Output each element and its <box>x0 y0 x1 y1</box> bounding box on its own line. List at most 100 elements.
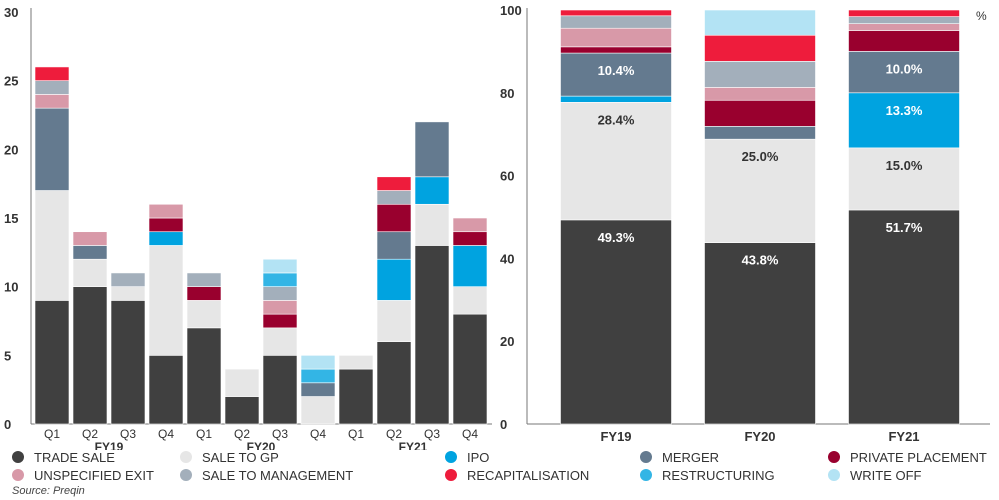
x-tick-label: FY20 <box>744 429 775 444</box>
bar-segment-trade-sale <box>186 327 222 425</box>
bar-segment-ipo <box>148 231 184 246</box>
x-tick-label: Q4 <box>462 427 478 441</box>
legend-label: RECAPITALISATION <box>467 467 590 483</box>
legend-item-recapitalisation: RECAPITALISATION <box>445 466 589 484</box>
legend-label: WRITE OFF <box>850 467 922 483</box>
bar-segment-sale-to-management <box>376 190 412 205</box>
bar-segment-private-placement <box>704 99 816 127</box>
unit-label: % <box>976 9 987 23</box>
bar-segment-sale-to-gp <box>414 203 450 246</box>
legend-item-write-off: WRITE OFF <box>828 466 922 484</box>
bar-segment-restructuring <box>300 368 336 384</box>
x-group-label: FY20 <box>247 440 276 450</box>
bar-segment-sale-to-management <box>110 272 146 287</box>
legend-label: SALE TO MANAGEMENT <box>202 467 354 483</box>
y-tick-label: 20 <box>500 334 514 349</box>
legend-swatch-icon <box>180 451 192 463</box>
data-label: 13.3% <box>886 103 923 118</box>
bar-segment-merger <box>704 126 816 140</box>
legend-swatch-icon <box>828 469 840 481</box>
legend-item-unspecified-exit: UNSPECIFIED EXIT <box>12 466 154 484</box>
legend-item-restructuring: RESTRUCTURING <box>640 466 775 484</box>
bar-segment-private-placement <box>560 46 672 54</box>
bar-segment-merger <box>414 121 450 178</box>
x-tick-label: Q2 <box>82 427 98 441</box>
data-label: 28.4% <box>598 112 635 127</box>
y-tick-label: 20 <box>4 142 18 157</box>
y-tick-label: 80 <box>500 86 514 101</box>
bar-segment-sale-to-gp <box>34 190 70 301</box>
bar-segment-unspecified-exit <box>148 203 184 219</box>
bar-segment-sale-to-gp <box>148 245 184 356</box>
x-tick-label: Q2 <box>234 427 250 441</box>
x-group-label: FY19 <box>95 440 124 450</box>
data-label: 49.3% <box>598 230 635 245</box>
bar-segment-private-placement <box>376 203 412 233</box>
data-label: 43.8% <box>742 253 779 268</box>
bar-segment-sale-to-management <box>186 272 222 287</box>
bar-segment-unspecified-exit <box>848 23 960 32</box>
legend-swatch-icon <box>445 469 457 481</box>
bar-segment-sale-to-gp <box>704 138 816 243</box>
legend: TRADE SALE SALE TO GP IPO MERGER PRIVATE PLA… <box>0 448 999 488</box>
bar-segment-sale-to-gp <box>72 258 108 287</box>
bar-segment-trade-sale <box>224 396 260 425</box>
bar-segment-sale-to-management <box>848 16 960 24</box>
bar-segment-recapitalisation <box>34 66 70 81</box>
legend-swatch-icon <box>445 451 457 463</box>
legend-label: UNSPECIFIED EXIT <box>34 467 154 483</box>
data-label: 10.4% <box>598 63 635 78</box>
legend-swatch-icon <box>828 451 840 463</box>
y-tick-label: 15 <box>4 211 18 226</box>
bar-segment-recapitalisation <box>848 9 960 17</box>
x-tick-label: Q4 <box>158 427 174 441</box>
bar-segment-trade-sale <box>34 300 70 425</box>
legend-label: SALE TO GP <box>202 449 279 465</box>
bar-segment-ipo <box>376 258 412 301</box>
x-tick-label: Q1 <box>44 427 60 441</box>
bar-segment-unspecified-exit <box>452 217 488 233</box>
legend-swatch-icon <box>640 451 652 463</box>
x-tick-label: FY19 <box>600 429 631 444</box>
legend-label: IPO <box>467 449 490 465</box>
legend-item-private-placement: PRIVATE PLACEMENT <box>828 448 987 466</box>
data-label: 25.0% <box>742 149 779 164</box>
bar-segment-ipo <box>414 176 450 205</box>
bar-segment-ipo <box>848 92 960 149</box>
y-tick-label: 0 <box>4 417 11 432</box>
bar-segment-ipo <box>560 95 672 103</box>
bar-segment-sale-to-gp <box>452 286 488 315</box>
legend-swatch-icon <box>640 469 652 481</box>
y-tick-label: 0 <box>500 417 507 432</box>
x-tick-label: Q4 <box>310 427 326 441</box>
bar-segment-trade-sale <box>560 219 672 425</box>
y-tick-label: 60 <box>500 169 514 184</box>
bar-segment-sale-to-gp <box>224 368 260 397</box>
bar-segment-write-off <box>262 258 298 274</box>
bar-segment-sale-to-gp <box>300 396 336 425</box>
bar-segment-sale-to-gp <box>262 327 298 356</box>
legend-label: PRIVATE PLACEMENT <box>850 449 987 465</box>
legend-swatch-icon <box>12 451 24 463</box>
legend-label: TRADE SALE <box>34 449 115 465</box>
bar-segment-sale-to-management <box>704 61 816 88</box>
data-label: 15.0% <box>886 158 923 173</box>
bar-segment-sale-to-management <box>34 80 70 95</box>
legend-item-ipo: IPO <box>445 448 489 466</box>
bar-segment-restructuring <box>262 272 298 287</box>
data-label: 51.7% <box>886 220 923 235</box>
y-tick-label: 10 <box>4 280 18 295</box>
data-label: 10.0% <box>886 61 923 76</box>
bar-segment-recapitalisation <box>704 34 816 62</box>
y-tick-label: 40 <box>500 251 514 266</box>
bar-segment-trade-sale <box>148 355 184 425</box>
bar-segment-merger <box>34 107 70 191</box>
x-tick-label: Q3 <box>120 427 136 441</box>
legend-label: MERGER <box>662 449 720 465</box>
legend-item-trade-sale: TRADE SALE <box>12 448 115 466</box>
bar-segment-trade-sale <box>848 209 960 425</box>
bar-segment-write-off <box>300 355 336 370</box>
bar-segment-sale-to-gp <box>338 355 374 370</box>
bar-segment-private-placement <box>848 30 960 52</box>
bar-segment-sale-to-gp <box>110 286 146 301</box>
